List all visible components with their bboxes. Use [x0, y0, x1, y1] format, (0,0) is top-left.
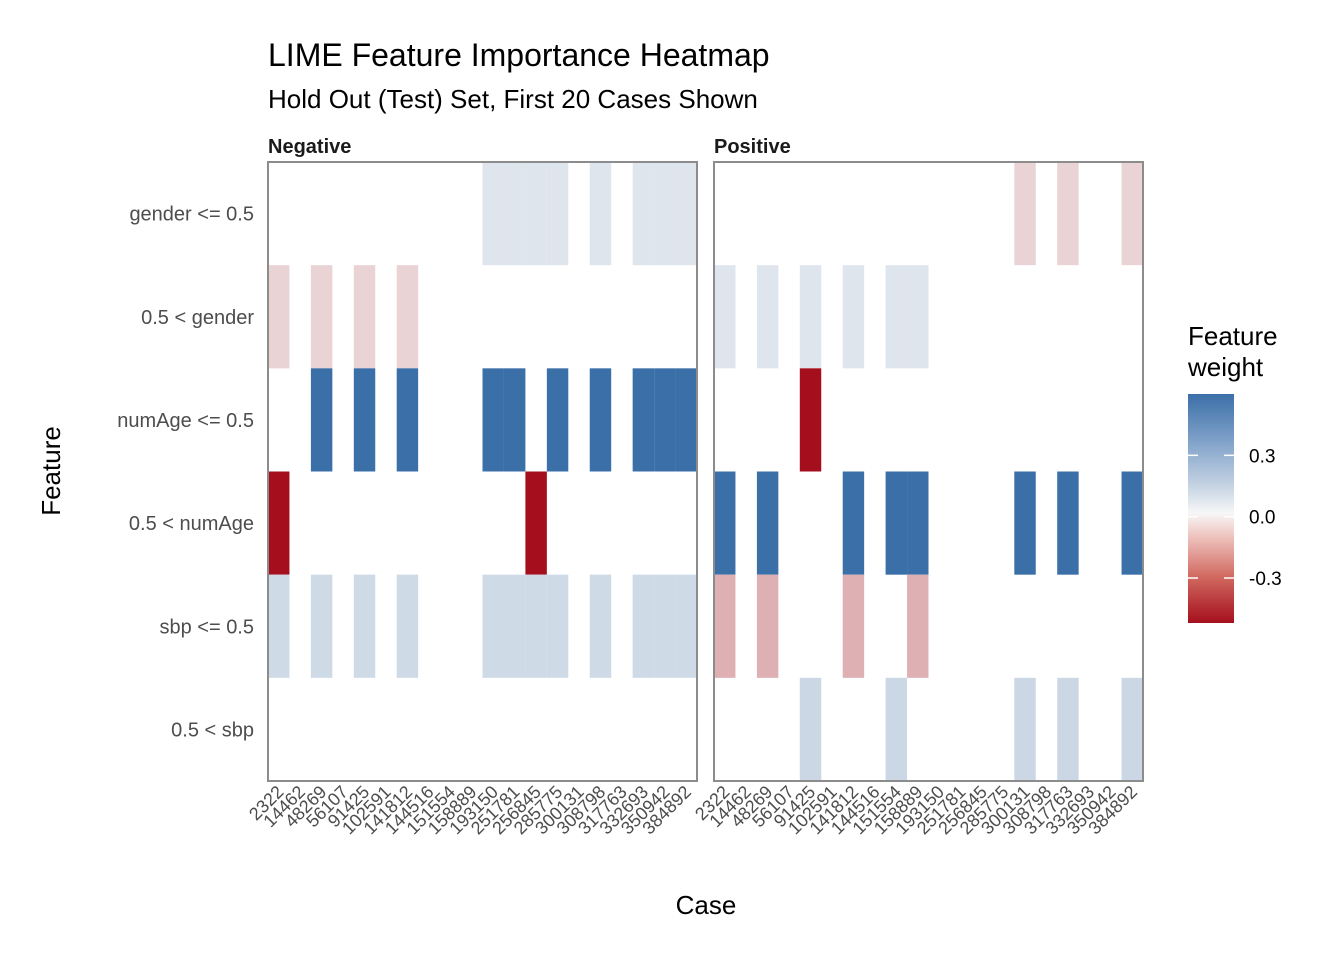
legend-title-line1: Feature — [1188, 321, 1278, 351]
heatmap-cell-positive-0-5-sbp-300131 — [1014, 677, 1036, 781]
heatmap-cell-negative-gender-0-5-350942 — [654, 162, 676, 266]
heatmap-cell-positive-0-5-numage-48269 — [756, 471, 779, 575]
y-axis-tick-labels: gender <= 0.5 0.5 < gender numAge <= 0.5 0.… — [117, 204, 254, 742]
heatmap-cell-positive-0-5-gender-151554 — [885, 265, 908, 369]
heatmap-cell-negative-gender-0-5-193150 — [482, 162, 504, 266]
heatmap-cell-positive-sbp-0-5-158889 — [907, 574, 929, 678]
y-tick-label: 0.5 < numAge — [129, 513, 254, 535]
heatmap-cell-negative-sbp-0-5-48269 — [310, 574, 333, 678]
heatmap-cell-negative-numage-0-5-48269 — [310, 368, 333, 472]
heatmap-cell-positive-0-5-sbp-317763 — [1057, 677, 1079, 781]
y-tick-label: numAge <= 0.5 — [117, 410, 254, 432]
heatmap-cell-positive-0-5-sbp-91425 — [799, 677, 822, 781]
heatmap-cell-negative-numage-0-5-91425 — [353, 368, 376, 472]
heatmap-cell-positive-0-5-gender-91425 — [799, 265, 822, 369]
heatmap-cell-positive-0-5-numage-2322 — [714, 471, 736, 575]
panel-border — [713, 161, 1144, 782]
legend-title-line2: weight — [1187, 352, 1264, 382]
heatmap-cell-negative-sbp-0-5-256845 — [525, 574, 547, 678]
heatmap-cell-positive-numage-0-5-91425 — [799, 368, 822, 472]
heatmap-cell-positive-0-5-numage-158889 — [907, 471, 929, 575]
heatmap-cell-negative-numage-0-5-141812 — [396, 368, 419, 472]
legend-tick-label: -0.3 — [1249, 569, 1282, 590]
y-tick-label: sbp <= 0.5 — [159, 616, 254, 638]
heatmap-cell-positive-sbp-0-5-2322 — [714, 574, 736, 678]
heatmap-cell-negative-gender-0-5-256845 — [525, 162, 547, 266]
heatmap-cell-negative-numage-0-5-384892 — [675, 368, 697, 472]
y-tick-label: gender <= 0.5 — [129, 204, 254, 226]
chart-subtitle: Hold Out (Test) Set, First 20 Cases Show… — [268, 84, 758, 114]
heatmap-cell-positive-0-5-numage-151554 — [885, 471, 908, 575]
y-axis-title: Feature — [36, 426, 66, 516]
heatmap-cell-positive-0-5-gender-2322 — [714, 265, 736, 369]
panel-positive — [713, 161, 1144, 782]
panel-label-positive: Positive — [714, 136, 791, 158]
heatmap-cell-positive-sbp-0-5-48269 — [756, 574, 779, 678]
heatmap-cell-negative-gender-0-5-251781 — [503, 162, 526, 266]
heatmap-cell-negative-gender-0-5-285775 — [546, 162, 569, 266]
heatmap-cell-positive-gender-0-5-317763 — [1057, 162, 1079, 266]
heatmap-cell-negative-numage-0-5-308798 — [589, 368, 612, 472]
heatmap-cell-positive-gender-0-5-300131 — [1014, 162, 1036, 266]
heatmap-cell-positive-0-5-gender-141812 — [842, 265, 865, 369]
heatmap-cell-negative-numage-0-5-193150 — [482, 368, 504, 472]
heatmap-cell-negative-numage-0-5-251781 — [503, 368, 526, 472]
heatmap-cell-positive-0-5-numage-384892 — [1121, 471, 1143, 575]
heatmap-cell-negative-0-5-gender-48269 — [310, 265, 333, 369]
heatmap-cell-negative-0-5-gender-141812 — [396, 265, 419, 369]
heatmap-cell-positive-0-5-sbp-384892 — [1121, 677, 1143, 781]
legend-tick-label: 0.0 — [1249, 508, 1275, 529]
x-axis-title: Case — [676, 890, 737, 920]
heatmap-cell-positive-0-5-numage-141812 — [842, 471, 865, 575]
heatmap-cell-negative-sbp-0-5-285775 — [546, 574, 569, 678]
legend: Feature weight 0.3 0.0 -0.3 — [1187, 321, 1282, 623]
chart-title: LIME Feature Importance Heatmap — [268, 37, 770, 73]
heatmap-cell-negative-sbp-0-5-384892 — [675, 574, 697, 678]
legend-tick-label: 0.3 — [1249, 446, 1275, 467]
heatmap-cell-negative-sbp-0-5-141812 — [396, 574, 419, 678]
heatmap-cell-negative-sbp-0-5-193150 — [482, 574, 504, 678]
heatmap-cell-positive-0-5-sbp-151554 — [885, 677, 908, 781]
heatmap-cell-negative-gender-0-5-384892 — [675, 162, 697, 266]
heatmap-cell-positive-0-5-numage-317763 — [1057, 471, 1079, 575]
heatmap-cell-positive-sbp-0-5-141812 — [842, 574, 865, 678]
heatmap-cell-negative-0-5-gender-91425 — [353, 265, 376, 369]
heatmap-cell-negative-0-5-numage-2322 — [268, 471, 290, 575]
heatmap-cell-negative-numage-0-5-285775 — [546, 368, 569, 472]
panel-border — [267, 161, 698, 782]
y-tick-label: 0.5 < gender — [141, 307, 254, 329]
heatmap-cell-positive-0-5-gender-48269 — [756, 265, 779, 369]
heatmap-cell-negative-sbp-0-5-91425 — [353, 574, 376, 678]
heatmap-cell-negative-numage-0-5-332693 — [632, 368, 655, 472]
heatmap-cell-negative-sbp-0-5-2322 — [268, 574, 290, 678]
heatmap-cell-negative-numage-0-5-350942 — [654, 368, 676, 472]
heatmap-cell-positive-0-5-gender-158889 — [907, 265, 929, 369]
heatmap-cell-negative-sbp-0-5-332693 — [632, 574, 655, 678]
legend-ticks: 0.3 0.0 -0.3 — [1188, 446, 1282, 590]
x-axis-tick-labels: 2322144624826956107914251025911418121445… — [245, 782, 1141, 839]
panel-label-negative: Negative — [268, 136, 351, 158]
heatmap-cell-negative-gender-0-5-332693 — [632, 162, 655, 266]
heatmap-cell-negative-gender-0-5-308798 — [589, 162, 612, 266]
heatmap-cell-negative-sbp-0-5-251781 — [503, 574, 526, 678]
heatmap-cell-negative-sbp-0-5-308798 — [589, 574, 612, 678]
y-tick-label: 0.5 < sbp — [171, 719, 254, 741]
legend-colorbar — [1188, 394, 1234, 623]
heatmap-cell-negative-0-5-gender-2322 — [268, 265, 290, 369]
heatmap-cell-negative-sbp-0-5-350942 — [654, 574, 676, 678]
heatmap-cell-positive-gender-0-5-384892 — [1121, 162, 1143, 266]
heatmap-cell-negative-0-5-numage-256845 — [525, 471, 547, 575]
panel-negative — [267, 161, 698, 782]
heatmap-cell-positive-0-5-numage-300131 — [1014, 471, 1036, 575]
